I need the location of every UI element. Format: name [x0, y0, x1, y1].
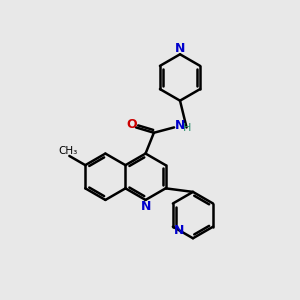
- Text: O: O: [127, 118, 137, 131]
- Text: N: N: [141, 200, 151, 213]
- Text: H: H: [183, 123, 191, 133]
- Text: N: N: [175, 119, 185, 132]
- Text: N: N: [174, 224, 184, 237]
- Text: CH₃: CH₃: [58, 146, 77, 156]
- Text: N: N: [175, 42, 185, 55]
